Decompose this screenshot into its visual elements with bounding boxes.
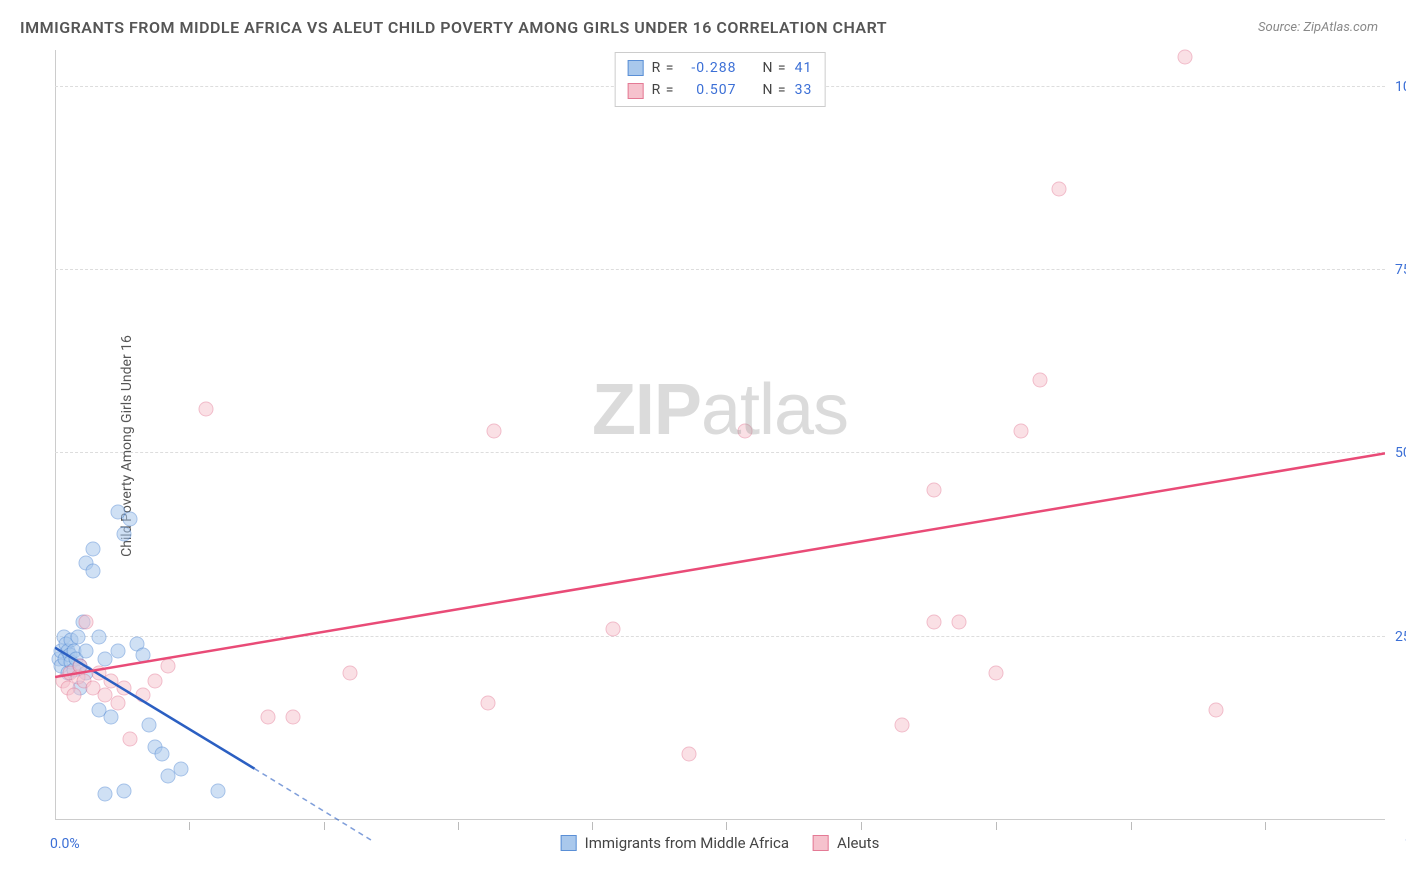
x-tick xyxy=(189,822,190,830)
point-aleuts xyxy=(926,615,941,630)
plot-surface: ZIPatlas R =-0.288N =41R =0.507N =33 0.0… xyxy=(55,50,1385,850)
correlation-legend: R = -0.288 N = 41 R = 0.507 N = 33 xyxy=(615,52,826,107)
y-tick-label: 100.0% xyxy=(1395,79,1406,95)
point-immigrants xyxy=(211,783,226,798)
legend-swatch xyxy=(628,83,644,99)
point-aleuts xyxy=(160,659,175,674)
point-aleuts xyxy=(989,666,1004,681)
legend-r-value: 0.507 xyxy=(682,79,736,101)
point-aleuts xyxy=(1208,703,1223,718)
x-tick xyxy=(324,822,325,830)
point-immigrants xyxy=(98,787,113,802)
x-tick xyxy=(996,822,997,830)
x-tick xyxy=(1131,822,1132,830)
point-aleuts xyxy=(480,695,495,710)
legend-swatch xyxy=(561,835,577,851)
point-immigrants xyxy=(117,783,132,798)
source-label: Source: xyxy=(1258,20,1300,35)
legend-row: R = 0.507 N = 33 xyxy=(628,79,813,101)
point-immigrants xyxy=(142,717,157,732)
legend-n-value: 33 xyxy=(795,79,813,101)
legend-n-value: 41 xyxy=(795,57,813,79)
source-link[interactable]: ZipAtlas.com xyxy=(1303,20,1378,35)
x-tick xyxy=(1265,822,1266,830)
point-immigrants xyxy=(135,648,150,663)
legend-label: Immigrants from Middle Africa xyxy=(585,834,789,852)
legend-r-value: -0.288 xyxy=(682,57,736,79)
point-immigrants xyxy=(104,710,119,725)
point-aleuts xyxy=(342,666,357,681)
point-aleuts xyxy=(66,688,81,703)
point-aleuts xyxy=(198,402,213,417)
point-aleuts xyxy=(926,483,941,498)
point-immigrants xyxy=(85,563,100,578)
watermark: ZIPatlas xyxy=(592,369,848,451)
legend-r-label: R = xyxy=(652,79,675,101)
gridline xyxy=(55,452,1385,453)
point-aleuts xyxy=(286,710,301,725)
series-legend: Immigrants from Middle Africa Aleuts xyxy=(561,834,880,852)
trend-lines xyxy=(55,50,1385,850)
chart-area: ZIPatlas R =-0.288N =41R =0.507N =33 0.0… xyxy=(55,50,1385,850)
y-axis xyxy=(55,50,56,820)
x-tick xyxy=(458,822,459,830)
point-immigrants xyxy=(79,644,94,659)
point-immigrants xyxy=(110,644,125,659)
point-aleuts xyxy=(738,424,753,439)
bottom-legend-item: Aleuts xyxy=(813,834,879,852)
x-tick xyxy=(592,822,593,830)
y-tick-label: 50.0% xyxy=(1395,445,1406,461)
point-aleuts xyxy=(1033,373,1048,388)
legend-n-label: N = xyxy=(762,79,786,101)
point-aleuts xyxy=(1014,424,1029,439)
watermark-zip: ZIP xyxy=(592,370,701,450)
x-tick xyxy=(726,822,727,830)
point-immigrants xyxy=(85,541,100,556)
gridline xyxy=(55,269,1385,270)
point-aleuts xyxy=(487,424,502,439)
watermark-atlas: atlas xyxy=(701,370,848,450)
point-aleuts xyxy=(895,717,910,732)
point-aleuts xyxy=(73,659,88,674)
point-immigrants xyxy=(91,629,106,644)
point-immigrants xyxy=(173,761,188,776)
point-aleuts xyxy=(261,710,276,725)
point-aleuts xyxy=(606,622,621,637)
point-immigrants xyxy=(154,747,169,762)
legend-swatch xyxy=(628,60,644,76)
y-tick-label: 25.0% xyxy=(1395,629,1406,645)
point-aleuts xyxy=(681,747,696,762)
legend-swatch xyxy=(813,835,829,851)
point-immigrants xyxy=(117,527,132,542)
point-aleuts xyxy=(117,681,132,696)
source-attribution: Source: ZipAtlas.com xyxy=(1258,20,1378,35)
y-tick-label: 75.0% xyxy=(1395,262,1406,278)
bottom-legend-item: Immigrants from Middle Africa xyxy=(561,834,789,852)
legend-row: R = -0.288 N = 41 xyxy=(628,57,813,79)
gridline xyxy=(55,636,1385,637)
point-immigrants xyxy=(70,629,85,644)
point-aleuts xyxy=(123,732,138,747)
legend-label: Aleuts xyxy=(837,834,879,852)
point-aleuts xyxy=(1177,50,1192,65)
legend-n-label: N = xyxy=(762,57,786,79)
point-aleuts xyxy=(951,615,966,630)
chart-title: IMMIGRANTS FROM MIDDLE AFRICA VS ALEUT C… xyxy=(20,18,887,37)
point-aleuts xyxy=(135,688,150,703)
point-aleuts xyxy=(148,673,163,688)
point-aleuts xyxy=(110,695,125,710)
point-immigrants xyxy=(123,512,138,527)
x-axis xyxy=(55,819,1385,820)
point-aleuts xyxy=(1052,182,1067,197)
point-aleuts xyxy=(79,615,94,630)
x-axis-start-label: 0.0% xyxy=(50,836,80,852)
legend-r-label: R = xyxy=(652,57,675,79)
x-tick xyxy=(861,822,862,830)
